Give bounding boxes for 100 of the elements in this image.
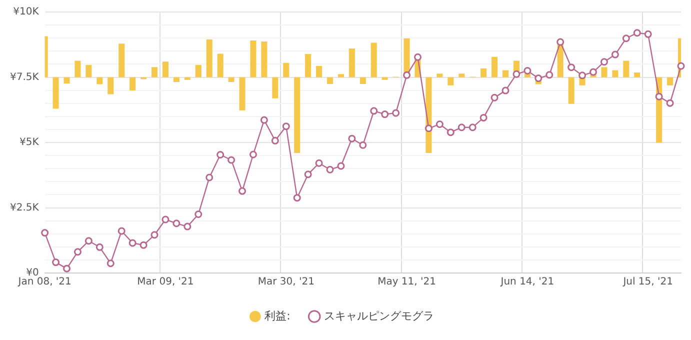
point: [118, 227, 126, 235]
bar: [382, 77, 388, 80]
bar: [623, 60, 630, 78]
point: [556, 38, 564, 46]
point: [63, 264, 71, 272]
bar: [239, 77, 246, 110]
bar: [228, 77, 234, 82]
point: [106, 260, 114, 268]
point: [392, 109, 400, 117]
bar: [601, 67, 608, 78]
point: [128, 239, 136, 247]
point: [534, 74, 542, 82]
bar: [217, 54, 224, 78]
bar: [667, 77, 674, 86]
point: [414, 53, 422, 61]
bar: [162, 62, 168, 78]
bar: [634, 72, 640, 78]
bar: [492, 56, 498, 78]
point: [468, 124, 476, 132]
bar: [108, 77, 114, 94]
bar: [250, 40, 256, 78]
point: [184, 222, 192, 230]
point: [304, 170, 312, 178]
bar: [502, 70, 509, 78]
point: [480, 114, 488, 122]
point: [293, 194, 301, 202]
y-tick-label: ¥0: [26, 268, 39, 279]
point: [490, 94, 498, 102]
point: [446, 128, 454, 136]
y-tick-label: ¥7.5K: [10, 72, 40, 83]
point: [633, 29, 641, 37]
point: [96, 243, 104, 251]
point: [600, 58, 608, 66]
point: [424, 124, 432, 132]
point: [150, 231, 158, 239]
bar: [557, 44, 564, 78]
point: [666, 99, 674, 107]
y-tick-label: ¥2.5K: [10, 202, 40, 214]
bar: [612, 70, 618, 78]
point: [622, 34, 630, 42]
point: [590, 68, 597, 76]
point: [655, 92, 663, 100]
x-tick-label: Mar 30, '21: [258, 276, 314, 288]
point: [162, 216, 170, 224]
point: [403, 71, 411, 79]
bar: [316, 66, 322, 78]
point: [194, 210, 202, 218]
point: [568, 64, 576, 72]
x-tick-label: Jul 15, '21: [622, 276, 673, 288]
point: [524, 66, 532, 74]
y-tick-label: ¥5K: [20, 137, 40, 148]
bar: [74, 60, 81, 78]
bar: [184, 77, 190, 80]
point: [359, 141, 367, 149]
point: [282, 122, 290, 130]
point: [337, 162, 345, 170]
point: [172, 220, 180, 228]
bar: [370, 42, 377, 78]
x-tick-label: Mar 09, '21: [137, 276, 194, 288]
y-tick-label: ¥10K: [13, 6, 40, 18]
point: [206, 174, 214, 182]
bar: [480, 68, 487, 78]
point: [381, 110, 389, 118]
bar: [206, 39, 212, 78]
point: [677, 62, 685, 70]
point: [326, 166, 334, 174]
bar: [173, 77, 180, 82]
point: [41, 229, 49, 237]
point: [644, 30, 652, 38]
legend-label: 利益:: [264, 309, 290, 322]
point: [436, 120, 444, 128]
bar: [326, 77, 334, 84]
bar: [283, 62, 290, 78]
bar: [151, 67, 158, 78]
bar: [348, 48, 355, 78]
point: [315, 159, 323, 167]
point: [370, 107, 378, 115]
point: [271, 136, 279, 144]
legend-label: スキャルピングモグラ: [324, 309, 434, 322]
bar: [338, 74, 344, 78]
point: [52, 258, 60, 266]
point: [578, 72, 586, 80]
bar: [294, 77, 300, 153]
bar: [130, 77, 136, 91]
bar: [64, 77, 70, 84]
bar: [448, 77, 454, 86]
bar: [305, 54, 312, 78]
x-tick-label: May 11, '21: [378, 276, 436, 288]
bar: [86, 64, 92, 78]
point: [502, 86, 510, 94]
point: [260, 116, 268, 124]
bar: [360, 77, 366, 84]
bar: [118, 44, 125, 78]
point: [348, 134, 356, 142]
bar: [261, 41, 268, 78]
point: [140, 241, 148, 249]
bar: [568, 77, 574, 104]
point: [74, 248, 82, 256]
x-tick-label: Jan 08, '21: [17, 276, 72, 288]
point: [546, 71, 554, 79]
